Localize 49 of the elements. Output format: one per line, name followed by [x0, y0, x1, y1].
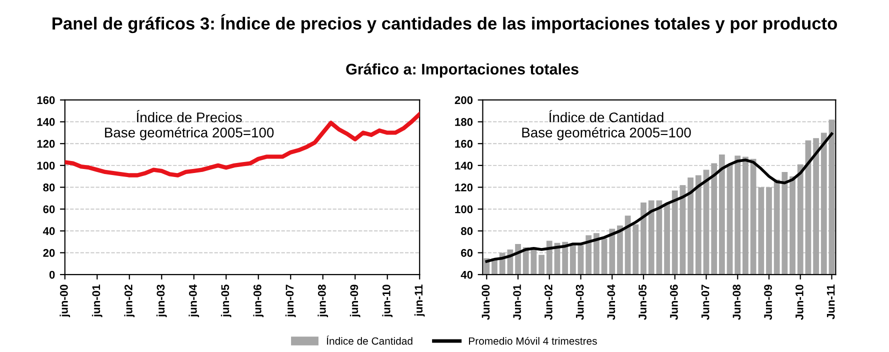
x-tick-label: jun-05 [220, 284, 232, 318]
x-tick-label: Jun-07 [701, 284, 710, 320]
x-tick-label: Jun-02 [544, 284, 552, 320]
annotation: Índice de Cantidad Base geométrica 2005=100 [522, 110, 691, 140]
x-tick-label: Jun-01 [513, 284, 522, 320]
y-tick-label: 120 [37, 140, 55, 148]
x-tick-label: jun-09 [350, 284, 360, 318]
annotation: Índice de Precios Base geométrica 2005=100 [105, 110, 274, 140]
x-tick-label: Jun-10 [795, 284, 804, 320]
x-tick-label: jun-00 [60, 284, 70, 318]
x-tick-label: Jun-00 [482, 284, 490, 320]
y-tick-label: 0 [49, 270, 55, 279]
x-tick-label: Jun-06 [670, 284, 678, 320]
x-tick-label: Jun-09 [764, 284, 772, 320]
x-tick-label: jun-07 [285, 284, 296, 318]
y-tick-label: 100 [455, 205, 473, 214]
x-tick-label: jun-02 [124, 284, 135, 318]
x-tick-label: Jun-05 [638, 284, 646, 320]
y-tick-label: 100 [37, 162, 55, 170]
y-tick-label: 40 [42, 227, 55, 236]
x-tick-label: jun-10 [382, 284, 393, 318]
chart-title: Panel de gráficos 3: Índice de precios y cantidades de las importaciones totales y por producto [52, 14, 837, 34]
y-tick-label: 160 [37, 96, 55, 104]
x-tick-label: jun-04 [188, 284, 200, 318]
y-tick-label: 140 [37, 118, 55, 126]
x-tick-label: jun-01 [92, 284, 102, 318]
x-tick-label: Jun-03 [576, 284, 584, 320]
y-tick-label: 140 [455, 162, 473, 170]
x-tick-label: jun-06 [253, 284, 264, 318]
y-tick-label: 120 [455, 184, 473, 192]
line-series [64, 112, 420, 178]
text: Gráfico a: Importaciones totales [346, 63, 578, 78]
y-tick-label: 200 [454, 96, 473, 104]
x-tick-label: jun-11 [414, 284, 425, 317]
x-tick-label: Jun-04 [607, 284, 616, 320]
x-tick-label: Jun-08 [732, 284, 741, 320]
x-tick-label: jun-08 [318, 284, 328, 318]
y-tick-label: 80 [43, 184, 55, 192]
y-tick-label: 80 [461, 227, 473, 236]
y-tick-label: 60 [43, 205, 55, 214]
legend-label: Promedio Móvil 4 trimestres [469, 336, 597, 345]
y-tick-label: 60 [461, 249, 473, 257]
y-tick-label: 180 [455, 118, 473, 126]
legend-label: Índice de Cantidad [326, 336, 412, 345]
y-tick-label: 20 [43, 249, 55, 257]
x-tick-label: Jun-11 [826, 284, 835, 320]
y-tick-label: 160 [455, 140, 473, 148]
y-tick-label: 40 [460, 270, 473, 279]
x-tick-label: jun-03 [156, 284, 167, 318]
